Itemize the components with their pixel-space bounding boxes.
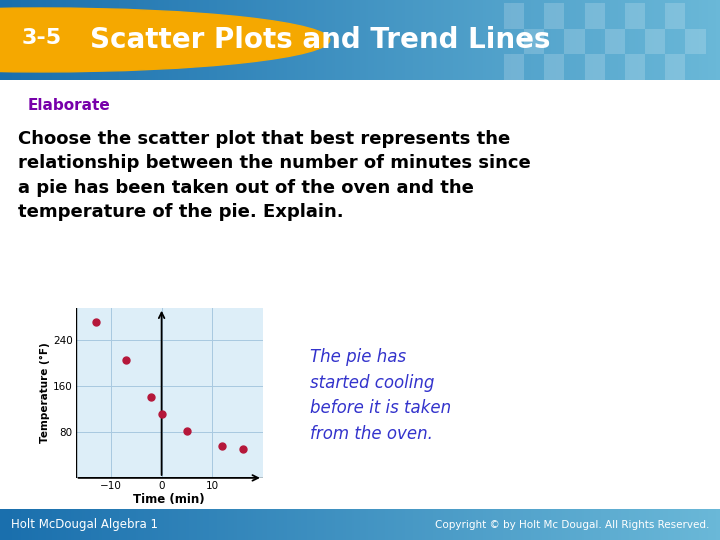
X-axis label: Time (min): Time (min)	[133, 494, 205, 507]
Point	[90, 318, 102, 327]
Bar	[524, 29, 544, 55]
Bar	[685, 29, 706, 55]
Text: The pie has
started cooling
before it is taken
from the oven.: The pie has started cooling before it is…	[310, 348, 451, 443]
Bar	[665, 3, 685, 29]
Circle shape	[0, 8, 330, 72]
Bar	[564, 29, 585, 55]
Bar	[504, 3, 524, 29]
Point	[237, 445, 248, 454]
Text: Holt McDougal Algebra 1: Holt McDougal Algebra 1	[11, 518, 158, 531]
Bar	[544, 55, 564, 80]
Text: Elaborate: Elaborate	[28, 98, 111, 113]
Bar	[585, 55, 605, 80]
Text: 3-5: 3-5	[22, 29, 62, 49]
Point	[217, 442, 228, 450]
Text: Graph B: Graph B	[88, 315, 151, 329]
Bar	[605, 29, 625, 55]
Text: Choose the scatter plot that best represents the
relationship between the number: Choose the scatter plot that best repres…	[18, 130, 531, 221]
Text: Scatter Plots and Trend Lines: Scatter Plots and Trend Lines	[90, 26, 551, 54]
Point	[145, 393, 157, 402]
Y-axis label: Temperature (°F): Temperature (°F)	[40, 342, 50, 443]
Point	[120, 355, 132, 364]
Bar	[645, 29, 665, 55]
Bar	[504, 55, 524, 80]
Bar	[665, 55, 685, 80]
Point	[181, 426, 193, 435]
Bar	[585, 3, 605, 29]
Point	[156, 410, 167, 419]
Bar	[625, 55, 645, 80]
Text: Copyright © by Holt Mc Dougal. All Rights Reserved.: Copyright © by Holt Mc Dougal. All Right…	[435, 520, 709, 530]
Bar	[544, 3, 564, 29]
Bar	[625, 3, 645, 29]
